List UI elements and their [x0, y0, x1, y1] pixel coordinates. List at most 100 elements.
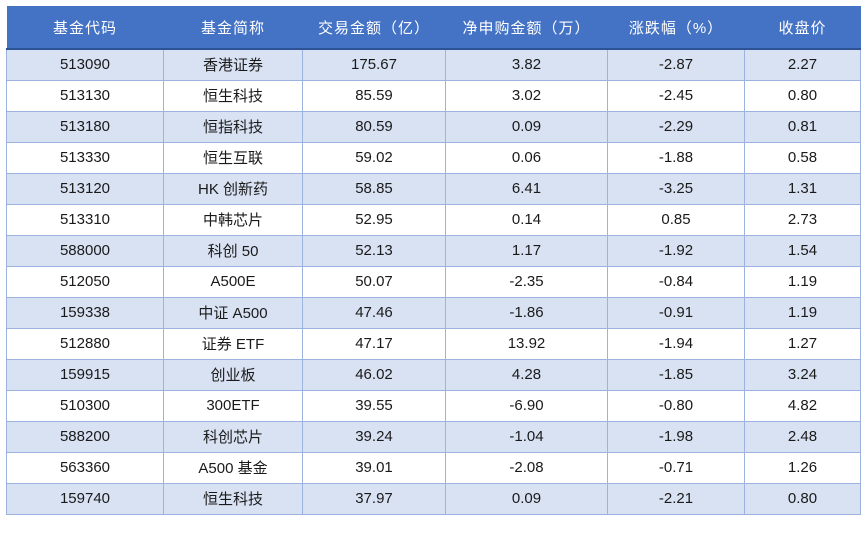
table-body: 513090 香港证券 175.67 3.82 -2.87 2.27 513130 恒生科技 8… — [6, 49, 861, 515]
table-cell: 恒指科技 — [163, 110, 303, 143]
table-row: 510300 300ETF 39.55 -6.90 -0.80 4.82 — [6, 389, 861, 422]
table-cell: 513330 — [6, 141, 164, 174]
table-row: 159915 创业板 46.02 4.28 -1.85 3.24 — [6, 358, 861, 391]
table-cell: 39.55 — [302, 389, 446, 422]
table-cell: 513180 — [6, 110, 164, 143]
col-header-net-subscription: 净申购金额（万） — [445, 6, 608, 50]
table-cell: 300ETF — [163, 389, 303, 422]
table-cell: 2.73 — [744, 203, 861, 236]
col-header-close-price: 收盘价 — [744, 6, 861, 50]
table-row: 513120 HK 创新药 58.85 6.41 -3.25 1.31 — [6, 172, 861, 205]
table-cell: 恒生科技 — [163, 482, 303, 515]
table-row: 563360 A500 基金 39.01 -2.08 -0.71 1.26 — [6, 451, 861, 484]
col-header-fund-code: 基金代码 — [6, 6, 164, 50]
table-row: 513330 恒生互联 59.02 0.06 -1.88 0.58 — [6, 141, 861, 174]
table-cell: 1.31 — [744, 172, 861, 205]
table-cell: 0.09 — [445, 482, 608, 515]
table-cell: -0.84 — [607, 265, 745, 298]
table-cell: 512880 — [6, 327, 164, 360]
table-header: 基金代码 基金简称 交易金额（亿） 净申购金额（万） 涨跌幅（%） 收盘价 — [6, 6, 861, 50]
table-cell: 科创芯片 — [163, 420, 303, 453]
table-cell: 1.54 — [744, 234, 861, 267]
table-cell: -1.88 — [607, 141, 745, 174]
table-cell: -2.35 — [445, 265, 608, 298]
table-cell: 159915 — [6, 358, 164, 391]
table-cell: 59.02 — [302, 141, 446, 174]
table-cell: 80.59 — [302, 110, 446, 143]
table-row: 159740 恒生科技 37.97 0.09 -2.21 0.80 — [6, 482, 861, 515]
table-cell: 512050 — [6, 265, 164, 298]
table-cell: 0.58 — [744, 141, 861, 174]
table-cell: 588000 — [6, 234, 164, 267]
table-cell: 50.07 — [302, 265, 446, 298]
table-cell: 4.82 — [744, 389, 861, 422]
table-row: 513180 恒指科技 80.59 0.09 -2.29 0.81 — [6, 110, 861, 143]
table-cell: 13.92 — [445, 327, 608, 360]
table-cell: 37.97 — [302, 482, 446, 515]
table-cell: 1.19 — [744, 296, 861, 329]
table-cell: -2.08 — [445, 451, 608, 484]
header-row: 基金代码 基金简称 交易金额（亿） 净申购金额（万） 涨跌幅（%） 收盘价 — [6, 6, 861, 50]
table-row: 513130 恒生科技 85.59 3.02 -2.45 0.80 — [6, 79, 861, 112]
table-cell: 513120 — [6, 172, 164, 205]
table-row: 512880 证券 ETF 47.17 13.92 -1.94 1.27 — [6, 327, 861, 360]
table-cell: 1.26 — [744, 451, 861, 484]
table-cell: -2.29 — [607, 110, 745, 143]
table-cell: -1.85 — [607, 358, 745, 391]
table-cell: 85.59 — [302, 79, 446, 112]
table-cell: -2.87 — [607, 49, 745, 81]
table-cell: 香港证券 — [163, 49, 303, 81]
table-cell: 1.19 — [744, 265, 861, 298]
table-cell: -1.86 — [445, 296, 608, 329]
fund-table: 基金代码 基金简称 交易金额（亿） 净申购金额（万） 涨跌幅（%） 收盘价 51… — [6, 6, 861, 515]
table-cell: -1.94 — [607, 327, 745, 360]
table-cell: 510300 — [6, 389, 164, 422]
table-cell: 52.95 — [302, 203, 446, 236]
table-cell: 6.41 — [445, 172, 608, 205]
table-row: 513090 香港证券 175.67 3.82 -2.87 2.27 — [6, 49, 861, 81]
table-cell: 恒生科技 — [163, 79, 303, 112]
table-cell: 3.24 — [744, 358, 861, 391]
table-cell: 1.27 — [744, 327, 861, 360]
col-header-fund-name: 基金简称 — [163, 6, 303, 50]
table-row: 513310 中韩芯片 52.95 0.14 0.85 2.73 — [6, 203, 861, 236]
table-cell: 588200 — [6, 420, 164, 453]
table-cell: 0.80 — [744, 482, 861, 515]
table-cell: A500E — [163, 265, 303, 298]
table-cell: 3.82 — [445, 49, 608, 81]
table-cell: 175.67 — [302, 49, 446, 81]
table-cell: A500 基金 — [163, 451, 303, 484]
table-cell: 39.01 — [302, 451, 446, 484]
table-cell: 证券 ETF — [163, 327, 303, 360]
table-cell: 0.85 — [607, 203, 745, 236]
table-cell: 513130 — [6, 79, 164, 112]
table-cell: 0.14 — [445, 203, 608, 236]
table-cell: HK 创新药 — [163, 172, 303, 205]
table-cell: 4.28 — [445, 358, 608, 391]
table-cell: 58.85 — [302, 172, 446, 205]
table-cell: 0.06 — [445, 141, 608, 174]
table-cell: 恒生互联 — [163, 141, 303, 174]
table-cell: -2.45 — [607, 79, 745, 112]
table-cell: 创业板 — [163, 358, 303, 391]
table-cell: 39.24 — [302, 420, 446, 453]
table-cell: 2.27 — [744, 49, 861, 81]
table-row: 512050 A500E 50.07 -2.35 -0.84 1.19 — [6, 265, 861, 298]
table-cell: 47.46 — [302, 296, 446, 329]
table-cell: -1.98 — [607, 420, 745, 453]
table-cell: 0.09 — [445, 110, 608, 143]
table-cell: -1.04 — [445, 420, 608, 453]
table-row: 159338 中证 A500 47.46 -1.86 -0.91 1.19 — [6, 296, 861, 329]
table-cell: -0.71 — [607, 451, 745, 484]
table-cell: -1.92 — [607, 234, 745, 267]
table-cell: 0.80 — [744, 79, 861, 112]
table-cell: 中证 A500 — [163, 296, 303, 329]
table-cell: 52.13 — [302, 234, 446, 267]
col-header-trade-amount: 交易金额（亿） — [302, 6, 446, 50]
table-cell: -3.25 — [607, 172, 745, 205]
table-cell: -2.21 — [607, 482, 745, 515]
table-cell: 46.02 — [302, 358, 446, 391]
table-cell: -0.91 — [607, 296, 745, 329]
table-cell: 513090 — [6, 49, 164, 81]
